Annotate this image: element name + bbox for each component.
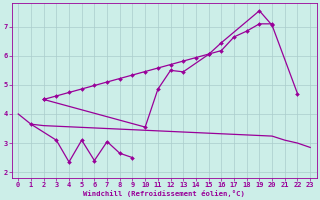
X-axis label: Windchill (Refroidissement éolien,°C): Windchill (Refroidissement éolien,°C)	[83, 190, 245, 197]
